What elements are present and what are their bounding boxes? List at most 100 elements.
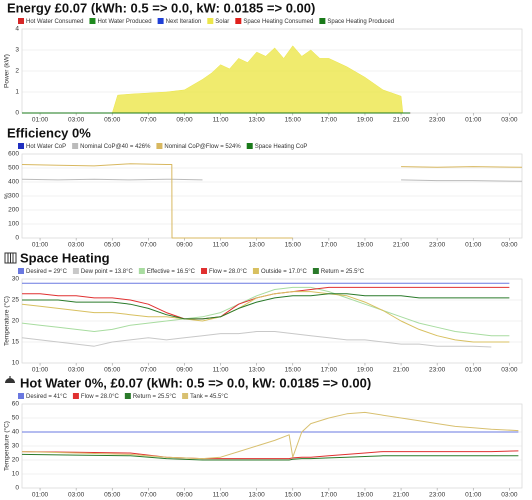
legend-label: Flow = 28.0°C <box>81 394 120 400</box>
chart-panel: Efficiency 0% Hot Water CoP Nominal CoP@40… <box>4 125 523 249</box>
x-tick-label: 19:00 <box>357 367 374 374</box>
chart-title: Efficiency 0% <box>7 125 91 140</box>
x-tick-label: 11:00 <box>213 117 229 124</box>
y-tick-label: 600 <box>8 151 19 158</box>
x-tick-label: 17:00 <box>321 367 338 374</box>
legend-label: Outside = 17.0°C <box>261 269 308 275</box>
chart-panel: Energy £0.07 (kWh: 0.5 => 0.0, kW: 0.018… <box>4 0 523 124</box>
legend-label: Return = 25.5°C <box>133 394 177 400</box>
y-axis-label: Power (kW) <box>4 54 11 88</box>
legend-swatch <box>72 143 79 149</box>
x-tick-label: 11:00 <box>213 492 229 499</box>
radiator-icon <box>4 252 17 264</box>
x-tick-label: 03:00 <box>68 492 85 499</box>
x-tick-label: 01:00 <box>32 242 49 249</box>
x-tick-label: 23:00 <box>429 117 446 124</box>
legend-label: Desired = 29°C <box>26 269 68 275</box>
series-line <box>21 450 519 460</box>
y-tick-label: 25 <box>12 297 20 304</box>
x-tick-label: 05:00 <box>104 242 121 249</box>
x-tick-label: 03:00 <box>68 242 85 249</box>
x-tick-label: 03:00 <box>68 367 85 374</box>
x-tick-label: 03:00 <box>501 242 518 249</box>
x-tick-label: 05:00 <box>104 367 121 374</box>
x-tick-label: 01:00 <box>32 367 49 374</box>
y-tick-label: 30 <box>12 276 20 283</box>
y-axis-label: Temperature (°C) <box>3 296 11 346</box>
y-tick-label: 100 <box>8 221 19 228</box>
y-tick-label: 40 <box>12 429 20 436</box>
x-tick-label: 01:00 <box>32 492 49 499</box>
x-tick-label: 03:00 <box>501 367 518 374</box>
x-tick-label: 05:00 <box>104 117 121 124</box>
chart-title: Energy £0.07 (kWh: 0.5 => 0.0, kW: 0.018… <box>7 0 315 15</box>
x-tick-label: 01:00 <box>465 117 482 124</box>
x-tick-label: 15:00 <box>285 492 302 499</box>
legend-label: Solar <box>215 19 229 25</box>
legend-label: Hot Water Consumed <box>26 19 83 25</box>
y-tick-label: 10 <box>12 471 20 478</box>
series-line <box>22 293 510 320</box>
legend-label: Space Heating Produced <box>327 19 394 25</box>
x-tick-label: 23:00 <box>429 242 446 249</box>
legend-label: Next Iteration <box>166 19 202 25</box>
x-tick-label: 21:00 <box>393 367 410 374</box>
x-tick-label: 23:00 <box>429 492 446 499</box>
chart-title: Space Heating <box>20 250 110 265</box>
y-tick-label: 200 <box>8 207 19 214</box>
y-tick-label: 0 <box>15 235 19 242</box>
x-tick-label: 15:00 <box>285 242 302 249</box>
x-tick-label: 15:00 <box>285 117 302 124</box>
shower-icon <box>5 376 15 383</box>
x-tick-label: 01:00 <box>465 367 482 374</box>
x-tick-label: 21:00 <box>393 242 410 249</box>
series-area <box>21 45 404 114</box>
y-axis-label: % <box>4 193 11 199</box>
legend-swatch <box>235 18 242 24</box>
y-tick-label: 300 <box>8 193 19 200</box>
series-line <box>21 453 519 461</box>
legend-swatch <box>201 268 208 274</box>
series-line <box>21 411 519 460</box>
y-tick-label: 0 <box>15 110 19 117</box>
legend-swatch <box>72 268 79 274</box>
series-line <box>21 331 492 348</box>
legend-swatch <box>157 18 164 24</box>
x-tick-label: 13:00 <box>249 242 266 249</box>
x-tick-label: 01:00 <box>465 242 482 249</box>
series-line <box>21 178 523 182</box>
y-tick-label: 50 <box>12 415 20 422</box>
x-tick-label: 03:00 <box>501 492 518 499</box>
y-tick-label: 3 <box>15 47 19 54</box>
y-tick-label: 2 <box>15 68 19 75</box>
x-tick-label: 05:00 <box>104 492 121 499</box>
x-tick-label: 21:00 <box>393 117 410 124</box>
legend-label: Tank = 45.5°C <box>190 394 229 400</box>
y-tick-label: 15 <box>12 339 20 346</box>
legend-swatch <box>156 143 163 149</box>
legend-label: Desired = 41°C <box>26 394 68 400</box>
x-tick-label: 09:00 <box>176 242 193 249</box>
chart-title: Hot Water 0%, £0.07 (kWh: 0.5 => 0.0, kW… <box>20 375 371 390</box>
x-tick-label: 09:00 <box>176 492 193 499</box>
legend-swatch <box>124 393 131 399</box>
x-tick-label: 15:00 <box>285 367 302 374</box>
legend-label: Flow = 28.0°C <box>209 269 248 275</box>
legend-swatch <box>207 18 214 24</box>
x-tick-label: 07:00 <box>140 492 157 499</box>
y-tick-label: 20 <box>12 318 20 325</box>
legend-swatch <box>246 143 253 149</box>
y-axis-label: Temperature (°C) <box>3 421 11 471</box>
x-tick-label: 17:00 <box>321 492 338 499</box>
x-tick-label: 17:00 <box>321 117 338 124</box>
legend-swatch <box>18 18 24 24</box>
y-tick-label: 0 <box>15 485 19 492</box>
legend-label: Hot Water Produced <box>97 19 151 25</box>
y-tick-label: 4 <box>15 26 19 33</box>
legend-swatch <box>89 18 96 24</box>
legend-label: Dew point = 13.8°C <box>81 269 134 275</box>
x-tick-label: 21:00 <box>393 492 410 499</box>
y-tick-label: 10 <box>12 360 20 367</box>
legend-swatch <box>182 393 189 399</box>
